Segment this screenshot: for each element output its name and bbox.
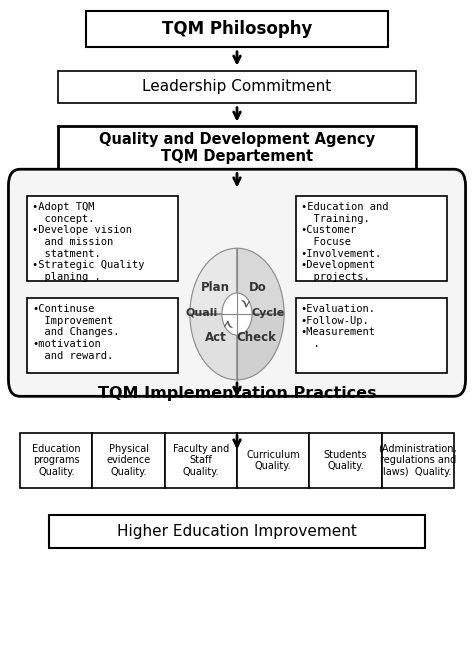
Text: •Adopt TQM
  concept.
•Develope vision
  and mission
  statment.
•Strategic Qual: •Adopt TQM concept. •Develope vision and…	[32, 202, 145, 282]
Text: Education
programs
Quality.: Education programs Quality.	[32, 444, 81, 477]
Text: TQM Implementation Practices: TQM Implementation Practices	[98, 385, 376, 401]
Circle shape	[222, 293, 252, 335]
Text: Curriculum
Quality.: Curriculum Quality.	[246, 449, 300, 471]
Text: Check: Check	[236, 330, 276, 344]
Text: (Administration,
regulations and
laws)  Quality.: (Administration, regulations and laws) Q…	[378, 444, 457, 477]
FancyBboxPatch shape	[9, 169, 465, 397]
Wedge shape	[190, 249, 237, 314]
Text: Act: Act	[205, 330, 227, 344]
FancyBboxPatch shape	[165, 432, 237, 488]
FancyBboxPatch shape	[86, 11, 388, 48]
FancyBboxPatch shape	[48, 515, 426, 548]
FancyBboxPatch shape	[237, 432, 309, 488]
Wedge shape	[237, 249, 284, 314]
FancyBboxPatch shape	[382, 432, 454, 488]
Text: Plan: Plan	[201, 281, 230, 294]
FancyBboxPatch shape	[27, 297, 178, 373]
Text: •Evaluation.
•Follow-Up.
•Measurement
  .: •Evaluation. •Follow-Up. •Measurement .	[301, 304, 375, 349]
Text: Faculty and
Staff
Quality.: Faculty and Staff Quality.	[173, 444, 229, 477]
Text: Leadership Commitment: Leadership Commitment	[142, 79, 332, 95]
FancyBboxPatch shape	[296, 196, 447, 281]
Text: •Continuse
  Improvement
  and Changes.
•motivation
  and reward.: •Continuse Improvement and Changes. •mot…	[32, 304, 119, 360]
FancyBboxPatch shape	[58, 126, 416, 169]
FancyBboxPatch shape	[296, 297, 447, 373]
FancyBboxPatch shape	[20, 432, 92, 488]
Text: •Education and
  Training.
•Customer
  Focuse
•Involvement.
•Development
  proje: •Education and Training. •Customer Focus…	[301, 202, 388, 282]
FancyBboxPatch shape	[58, 71, 416, 103]
FancyBboxPatch shape	[309, 432, 382, 488]
FancyBboxPatch shape	[92, 432, 165, 488]
Text: Physical
evidence
Quality.: Physical evidence Quality.	[107, 444, 151, 477]
FancyBboxPatch shape	[27, 196, 178, 281]
Text: TQM Philosophy: TQM Philosophy	[162, 20, 312, 38]
Text: Quality and Development Agency
TQM Departement: Quality and Development Agency TQM Depar…	[99, 132, 375, 164]
Text: Quali: Quali	[185, 308, 218, 318]
Text: Higher Education Improvement: Higher Education Improvement	[117, 524, 357, 539]
Wedge shape	[190, 314, 237, 380]
Text: Cycle: Cycle	[251, 308, 284, 318]
Text: Do: Do	[249, 281, 267, 294]
Wedge shape	[237, 314, 284, 380]
Text: Students
Quality.: Students Quality.	[324, 449, 367, 471]
